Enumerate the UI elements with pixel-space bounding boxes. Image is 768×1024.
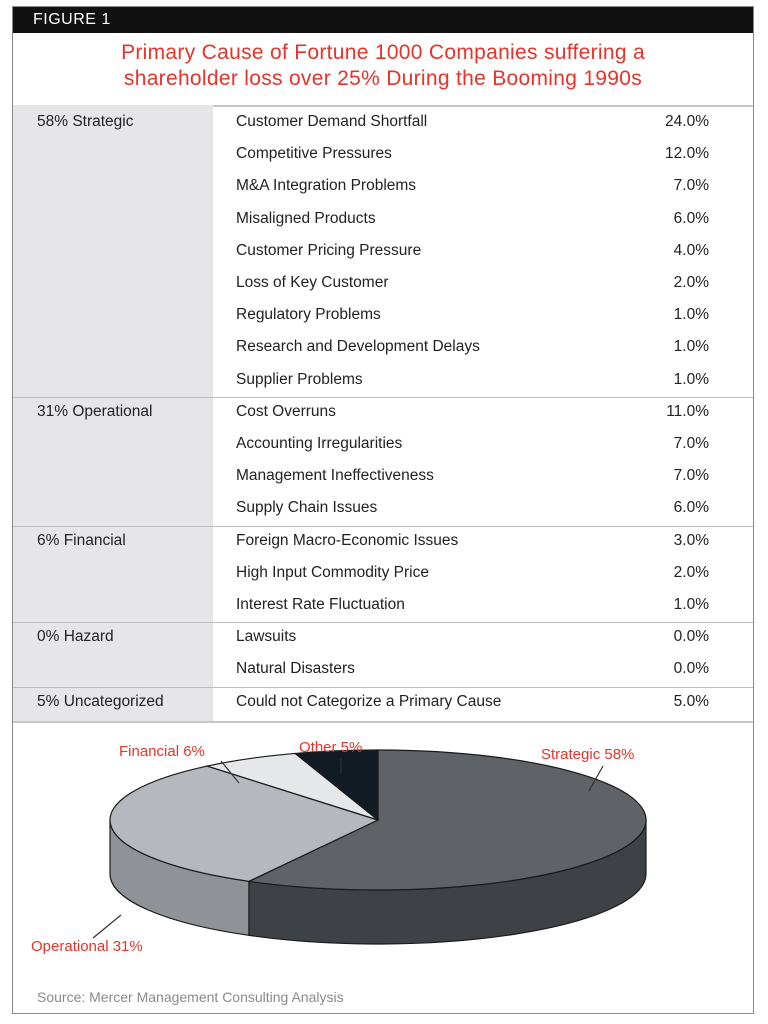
cause-label: Misaligned Products: [236, 209, 376, 227]
cause-value: 12.0%: [665, 145, 709, 163]
pie-label-financial: Financial 6%: [119, 743, 205, 760]
cause-label: Interest Rate Fluctuation: [236, 596, 405, 613]
pie-slice-other: [293, 749, 379, 822]
pie-slice-strategic: [246, 749, 647, 891]
cause-value: 1.0%: [673, 338, 709, 356]
figure-title: Primary Cause of Fortune 1000 Companies …: [13, 33, 753, 107]
cause-value: 1.0%: [673, 306, 709, 324]
title-line-1: Primary Cause of Fortune 1000 Companies …: [121, 41, 645, 64]
cause-value: 4.0%: [673, 241, 709, 259]
cause-value: 2.0%: [673, 274, 709, 291]
cause-value: 1.0%: [673, 596, 709, 613]
group-separator: [13, 622, 753, 624]
category-label: 6% Financial: [37, 531, 126, 549]
cause-value: 7.0%: [673, 435, 709, 452]
group-separator: [13, 525, 753, 527]
source-note: Source: Mercer Management Consulting Ana…: [37, 989, 344, 1005]
cause-value: 2.0%: [673, 563, 709, 581]
cause-label: Could not Categorize a Primary Cause: [236, 692, 502, 710]
cause-value: 6.0%: [673, 209, 709, 227]
category-label: 31% Operational: [37, 402, 153, 420]
group-separator: [13, 686, 753, 688]
cause-label: Competitive Pressures: [236, 145, 392, 163]
cause-value: 24.0%: [665, 113, 709, 130]
leader-line-operational: [92, 914, 122, 939]
pie-slice-operational: [109, 765, 380, 882]
category-label: 5% Uncategorized: [37, 692, 164, 710]
category-label: 0% Hazard: [37, 628, 114, 646]
cause-label: M&A Integration Problems: [236, 177, 417, 195]
cause-label: High Input Commodity Price: [236, 563, 429, 581]
cause-label: Supply Chain Issues: [236, 499, 378, 517]
leader-line-strategic: [588, 765, 604, 792]
category-column: [13, 105, 213, 721]
pie-chart: Strategic 58% Operational 31% Financial 6%…: [31, 739, 647, 955]
pie-label-other: Other 5%: [299, 739, 362, 756]
title-line-2: shareholder loss over 25% During the Boo…: [123, 67, 643, 90]
cause-value: 5.0%: [673, 692, 709, 710]
cause-value: 3.0%: [673, 531, 709, 549]
cause-label: Natural Disasters: [236, 660, 355, 678]
cause-label: Supplier Problems: [236, 370, 363, 388]
cause-label: Regulatory Problems: [236, 306, 381, 324]
cause-label: Loss of Key Customer: [236, 274, 389, 291]
cause-label: Management Ineffectiveness: [236, 467, 434, 485]
leader-line-financial: [220, 760, 240, 784]
cause-label: Customer Pricing Pressure: [236, 241, 422, 259]
cause-value: 7.0%: [673, 467, 709, 485]
cause-label: Customer Demand Shortfall: [236, 113, 428, 130]
group-separator: [13, 396, 753, 398]
cause-value: 11.0%: [666, 402, 709, 420]
cause-value: 0.0%: [673, 628, 709, 646]
pie-label-strategic: Strategic 58%: [541, 746, 634, 763]
cause-value: 0.0%: [673, 660, 709, 678]
cause-label: Foreign Macro-Economic Issues: [236, 531, 459, 549]
figure-header-bar: FIGURE 1: [13, 7, 753, 33]
cause-value: 7.0%: [673, 177, 709, 195]
category-label: 58% Strategic: [37, 113, 134, 130]
cause-label: Research and Development Delays: [236, 338, 480, 356]
cause-value: 1.0%: [673, 370, 709, 388]
pie-label-operational: Operational 31%: [31, 938, 143, 955]
cause-label: Cost Overruns: [236, 402, 336, 420]
cause-label: Accounting Irregularities: [236, 435, 403, 452]
cause-label: Lawsuits: [236, 628, 297, 646]
cause-table: 58% Strategic Customer Demand Shortfall 24…: [13, 105, 753, 723]
table-bottom-rule: [13, 721, 753, 723]
cause-value: 6.0%: [673, 499, 709, 517]
figure-label: FIGURE 1: [33, 11, 111, 28]
figure-frame: FIGURE 1 Primary Cause of Fortune 1000 C…: [12, 6, 754, 1014]
